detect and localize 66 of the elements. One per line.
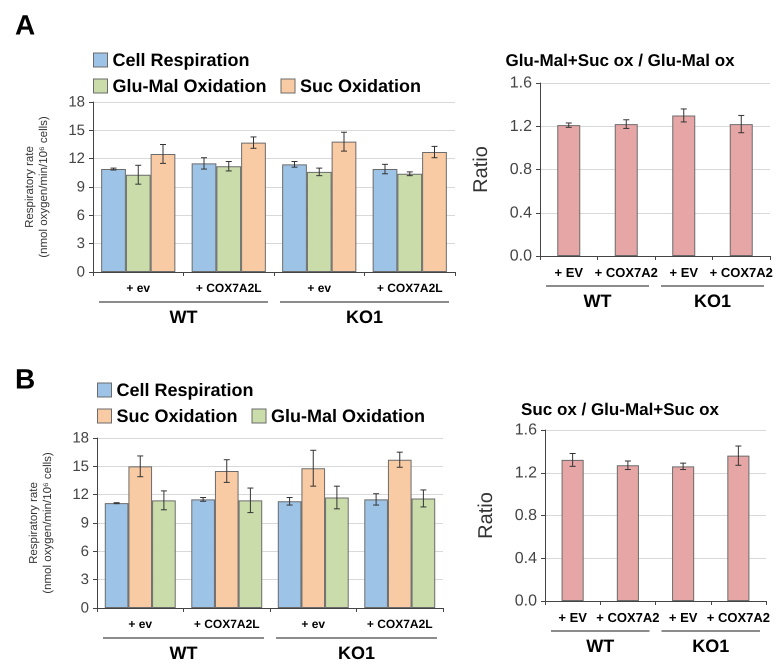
chart-title: A xyxy=(15,10,36,40)
text: KO1 xyxy=(346,307,384,327)
x-tick-label: + COX7A2L xyxy=(366,617,433,631)
y-tick-label: 0.8 xyxy=(514,507,538,524)
x-tick-label: + EV xyxy=(558,610,588,625)
x-tick-label: + COX7A2L xyxy=(196,281,262,295)
x-tick-label: + COX7A2 xyxy=(710,265,773,280)
y-tick-label: 15 xyxy=(68,122,85,139)
legend-label: Cell Respiration xyxy=(112,50,250,70)
y-tick-label: 12 xyxy=(72,486,89,504)
text: WT xyxy=(584,291,612,311)
y-tick-label: 18 xyxy=(68,94,85,110)
text: KO1 xyxy=(338,643,376,663)
text: KO1 xyxy=(692,636,730,656)
y-tick-label: 1.2 xyxy=(514,464,538,482)
y-tick-label: 1.2 xyxy=(510,118,532,135)
legend-label: Glu-Mal Oxidation xyxy=(271,406,426,426)
y-axis-title: Respiratory rate (nmol oxygen/min/10⁶ cells) xyxy=(28,452,54,594)
y-tick-label: 6 xyxy=(80,542,89,560)
bar xyxy=(672,466,694,601)
y-tick-label: 12 xyxy=(68,150,85,168)
x-tick-label: + COX7A2 xyxy=(706,610,770,625)
legend-label: Cell Respiration xyxy=(116,380,254,400)
text: WT xyxy=(586,636,614,656)
y-tick-label: 0 xyxy=(80,600,89,616)
bar xyxy=(616,465,639,601)
x-tick-label: + EV xyxy=(669,265,698,280)
x-tick-label: + COX7A2 xyxy=(596,610,660,625)
y-tick-label: 1.6 xyxy=(514,422,538,438)
y-tick-label: 9 xyxy=(76,178,85,196)
x-tick-label: + ev xyxy=(128,617,152,631)
x-tick-label: + COX7A2 xyxy=(594,265,658,280)
y-tick-label: 0.4 xyxy=(514,550,538,567)
y-tick-label: 9 xyxy=(80,514,89,532)
x-tick-label: + EV xyxy=(554,265,584,280)
text: WT xyxy=(170,643,198,663)
y-tick-label: 18 xyxy=(72,430,89,446)
text: WT xyxy=(170,307,198,327)
y-axis-title: Ratio xyxy=(475,492,497,539)
text: KO1 xyxy=(694,291,732,311)
y-tick-label: 0 xyxy=(76,264,85,280)
x-tick-label: + COX7A2L xyxy=(194,617,260,631)
legend-label: Suc Oxidation xyxy=(300,76,422,96)
y-tick-label: 0.4 xyxy=(510,204,532,222)
y-tick-label: 15 xyxy=(72,458,89,475)
bar xyxy=(562,460,584,601)
chart-title: B xyxy=(15,364,36,394)
y-tick-label: 0.8 xyxy=(510,161,532,178)
y-tick-label: 1.6 xyxy=(510,74,532,92)
x-tick-label: + ev xyxy=(301,617,326,631)
x-tick-label: + EV xyxy=(668,610,698,625)
y-tick-label: 0.0 xyxy=(510,248,532,264)
y-tick-label: 3 xyxy=(76,235,85,252)
legend-label: Glu-Mal Oxidation xyxy=(112,76,267,96)
y-tick-label: 3 xyxy=(80,571,89,588)
y-axis-title: Ratio xyxy=(470,146,492,193)
y-axis-title: Respiratory rate (nmol oxygen/min/10⁶ cells) xyxy=(24,116,50,258)
x-tick-label: + COX7A2L xyxy=(376,281,443,295)
x-tick-label: + ev xyxy=(126,281,150,295)
bar xyxy=(727,456,750,601)
y-tick-label: 0.0 xyxy=(514,592,538,610)
x-tick-label: + ev xyxy=(307,281,332,295)
chart-title: Glu-Mal+Suc ox / Glu-Mal ox xyxy=(505,51,736,70)
legend-label: Suc Oxidation xyxy=(116,406,238,426)
chart-title: Suc ox / Glu-Mal+Suc ox xyxy=(521,400,720,419)
y-tick-label: 6 xyxy=(76,206,85,224)
